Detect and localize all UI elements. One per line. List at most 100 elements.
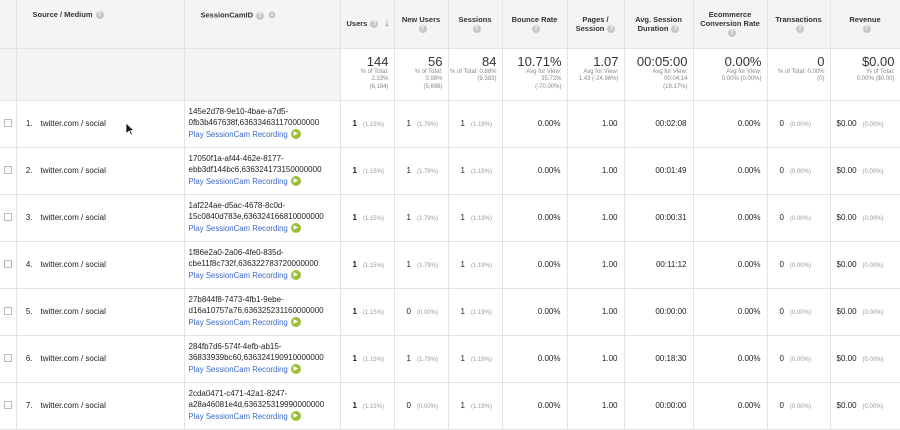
source-medium-cell: 7. twitter.com / social <box>16 382 185 430</box>
row-checkbox[interactable] <box>3 259 12 268</box>
table-row: 1. twitter.com / social 145e2d78-9e10-4bae… <box>0 100 900 148</box>
sessioncam-id-line2: a28a46081e4d,636325319990000000 <box>188 399 325 409</box>
help-icon[interactable]: ? <box>727 29 736 38</box>
users-percent: (1.15%) <box>362 122 384 128</box>
col-sessions[interactable]: Sessions? <box>448 0 503 49</box>
revenue-value: $0.00 <box>836 119 857 128</box>
table-row: 6. twitter.com / social 284fb7d6-574f-4efb… <box>0 335 900 383</box>
transactions-percent: (0.00%) <box>789 404 811 410</box>
play-recording-link[interactable]: Play SessionCam Recording ▶ <box>189 175 340 189</box>
source-medium-link[interactable]: twitter.com / social <box>40 260 106 269</box>
help-icon[interactable]: ? <box>607 24 616 33</box>
transactions-cell: 0 (0.00%) <box>767 241 831 289</box>
source-medium-cell: 6. twitter.com / social <box>16 335 185 383</box>
play-icon[interactable]: ▶ <box>290 223 301 234</box>
col-sessioncam-id[interactable]: SessionCamID? ⚙ <box>184 0 341 49</box>
table-row: 4. twitter.com / social 1f86e2a0-2a06-4fe0… <box>0 241 900 289</box>
table-row: 7. twitter.com / social 2cda0471-c471-42a1… <box>0 382 900 430</box>
new-users-cell: 0 (0.00%) <box>394 382 449 430</box>
row-checkbox[interactable] <box>3 353 12 362</box>
play-recording-label: Play SessionCam Recording <box>188 176 288 186</box>
transactions-cell: 0 (0.00%) <box>767 382 831 430</box>
new-users-value: 0 <box>406 307 411 316</box>
col-transactions[interactable]: Transactions? <box>767 0 831 49</box>
play-icon[interactable]: ▶ <box>290 411 301 422</box>
play-recording-link[interactable]: Play SessionCam Recording ▶ <box>189 410 340 424</box>
revenue-value: $0.00 <box>836 354 857 363</box>
row-checkbox[interactable] <box>3 400 12 409</box>
revenue-value: $0.00 <box>836 213 857 222</box>
ecommerce-rate-cell: 0.00% <box>693 194 768 242</box>
source-medium-link[interactable]: twitter.com / social <box>40 307 106 316</box>
play-recording-label: Play SessionCam Recording <box>188 364 288 374</box>
help-icon[interactable]: ? <box>862 24 871 33</box>
row-checkbox-cell <box>0 335 17 383</box>
col-new-users[interactable]: New Users? <box>394 0 449 49</box>
help-icon[interactable]: ? <box>671 24 680 33</box>
total-transactions: 0% of Total: 0.00% (0) <box>767 48 831 101</box>
row-checkbox[interactable] <box>3 212 12 221</box>
row-checkbox-cell <box>0 241 17 289</box>
new-users-cell: 1 (1.79%) <box>394 147 449 195</box>
help-icon[interactable]: ? <box>370 20 379 29</box>
play-recording-label: Play SessionCam Recording <box>188 129 288 139</box>
sort-down-arrow-icon[interactable]: ↓ <box>384 18 390 30</box>
help-icon[interactable]: ? <box>95 11 104 20</box>
row-checkbox-cell <box>0 147 17 195</box>
bounce-rate-cell: 0.00% <box>502 335 568 383</box>
play-recording-link[interactable]: Play SessionCam Recording ▶ <box>189 363 340 377</box>
help-icon[interactable]: ? <box>418 24 427 33</box>
gear-icon[interactable]: ⚙ <box>268 10 277 20</box>
row-checkbox[interactable] <box>3 118 12 127</box>
source-medium-link[interactable]: twitter.com / social <box>40 213 106 222</box>
pages-session-cell: 1.00 <box>567 100 625 148</box>
transactions-percent: (0.00%) <box>789 310 811 316</box>
play-icon[interactable]: ▶ <box>290 270 301 281</box>
sessions-cell: 1 (1.19%) <box>448 241 503 289</box>
play-recording-link[interactable]: Play SessionCam Recording ▶ <box>189 128 340 142</box>
revenue-percent: (0.00%) <box>862 310 884 316</box>
new-users-cell: 1 (1.79%) <box>394 100 449 148</box>
col-ecommerce-conversion-rate[interactable]: Ecommerce Conversion Rate? <box>693 0 768 49</box>
revenue-value: $0.00 <box>836 260 857 269</box>
sessioncam-id-cell: 145e2d78-9e10-4bae-a7d5- 0fb3b467638f,636… <box>184 100 341 148</box>
play-recording-link[interactable]: Play SessionCam Recording ▶ <box>189 316 340 330</box>
help-icon[interactable]: ? <box>472 24 481 33</box>
sessions-percent: (1.19%) <box>470 122 492 128</box>
help-icon[interactable]: ? <box>532 24 540 33</box>
help-icon[interactable]: ? <box>796 24 804 33</box>
col-bounce-rate[interactable]: Bounce Rate? <box>502 0 568 49</box>
row-number: 4. <box>25 260 33 269</box>
source-medium-link[interactable]: twitter.com / social <box>40 166 106 175</box>
help-icon[interactable]: ? <box>256 11 265 20</box>
row-number: 2. <box>25 166 33 175</box>
play-icon[interactable]: ▶ <box>290 317 301 328</box>
col-revenue[interactable]: Revenue? <box>830 0 900 49</box>
transactions-cell: 0 (0.00%) <box>767 335 831 383</box>
sessioncam-id-line2: ebb3df144bc6,636324173150000000 <box>188 164 322 174</box>
col-users[interactable]: Users? ↓ <box>340 0 395 49</box>
play-icon[interactable]: ▶ <box>290 364 301 375</box>
col-pages-session[interactable]: Pages / Session? <box>567 0 625 49</box>
source-medium-link[interactable]: twitter.com / social <box>40 119 106 128</box>
play-recording-link[interactable]: Play SessionCam Recording ▶ <box>189 222 340 236</box>
row-checkbox-cell <box>0 382 17 430</box>
sessions-percent: (1.19%) <box>470 216 492 222</box>
users-value: 1 <box>352 166 357 175</box>
play-icon[interactable]: ▶ <box>290 176 301 187</box>
play-icon[interactable]: ▶ <box>290 129 301 140</box>
play-recording-link[interactable]: Play SessionCam Recording ▶ <box>189 269 340 283</box>
source-medium-link[interactable]: twitter.com / social <box>40 401 106 410</box>
transactions-percent: (0.00%) <box>789 169 811 175</box>
ecommerce-rate-cell: 0.00% <box>693 382 768 430</box>
sessioncam-id-line1: 1f86e2a0-2a06-4fe0-835d- <box>188 247 284 257</box>
row-checkbox[interactable] <box>3 165 12 174</box>
row-checkbox-cell <box>0 288 17 336</box>
total-new-users: 56% of Total: 0.98% (5,698) <box>394 48 449 101</box>
col-avg-session-duration[interactable]: Avg. Session Duration? <box>624 0 694 49</box>
source-medium-link[interactable]: twitter.com / social <box>40 354 106 363</box>
row-checkbox[interactable] <box>3 306 12 315</box>
new-users-percent: (1.79%) <box>416 169 438 175</box>
totals-empty-cell <box>184 48 341 101</box>
col-source-medium[interactable]: Source / Medium? <box>16 0 185 49</box>
